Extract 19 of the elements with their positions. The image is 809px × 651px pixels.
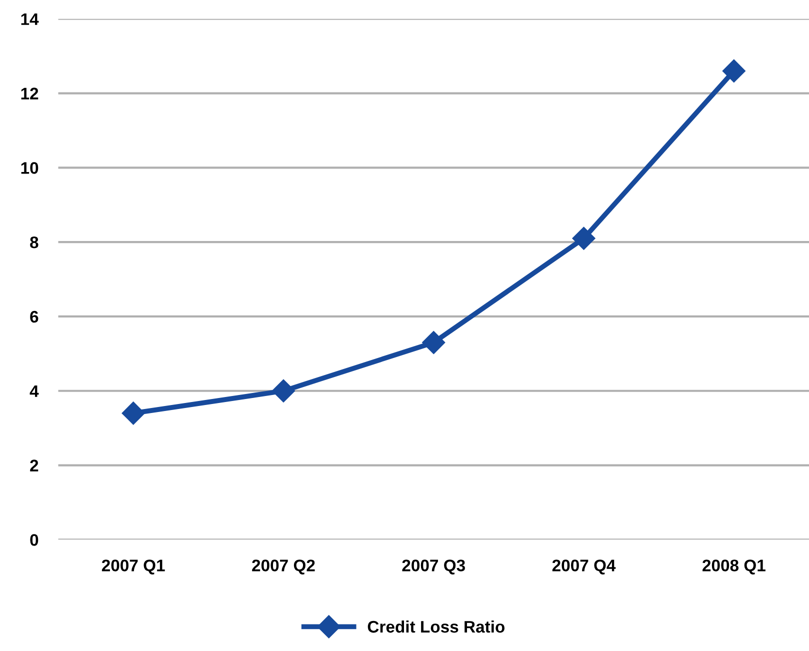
y-tick-label: 2 <box>30 460 38 472</box>
x-tick-label: 2007 Q2 <box>252 560 315 574</box>
point <box>272 379 295 402</box>
y-tick-label: 10 <box>21 162 38 174</box>
x-tick-label: 2007 Q1 <box>102 560 165 574</box>
point <box>422 331 446 354</box>
y-tick-label: 14 <box>21 13 39 25</box>
point <box>572 226 596 250</box>
x-tick-label: 2008 Q1 <box>702 560 766 574</box>
y-tick-label: 6 <box>30 310 38 323</box>
y-tick-label: 8 <box>30 236 38 248</box>
y-tick-label: 4 <box>30 385 39 397</box>
y-tick-label: 12 <box>21 88 38 100</box>
x-tick-label: 2007 Q3 <box>402 560 465 574</box>
point <box>122 402 145 425</box>
x-tick-label: 2007 Q4 <box>552 560 616 574</box>
legend-label: Credit Loss Ratio <box>368 620 505 633</box>
point <box>722 59 746 82</box>
y-tick-label: 0 <box>30 534 38 546</box>
